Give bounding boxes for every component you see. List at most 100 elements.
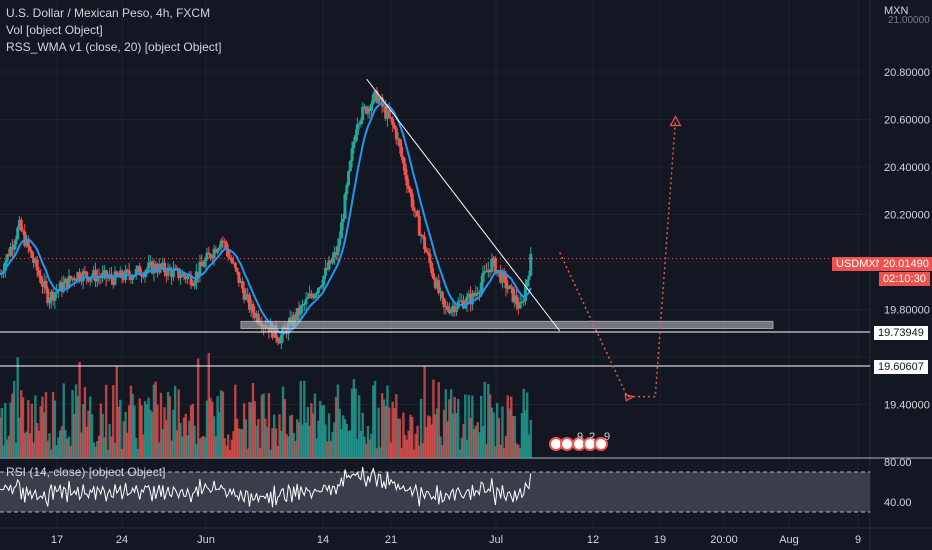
candle-body <box>460 300 464 302</box>
volume-bar <box>434 414 437 458</box>
candle-body <box>171 268 175 278</box>
candle-body <box>364 106 368 114</box>
volume-bar <box>324 424 327 458</box>
volume-bar <box>124 411 127 458</box>
volume-bar <box>480 395 483 458</box>
volume-bar <box>455 413 458 458</box>
candle-body <box>207 252 211 255</box>
volume-bar <box>504 435 508 458</box>
candle-body <box>178 276 182 278</box>
volume-bar <box>322 404 325 458</box>
volume-bar <box>276 445 279 458</box>
candle-body <box>134 268 138 276</box>
candle-body <box>81 271 85 282</box>
candle-body <box>486 269 490 273</box>
candle-body <box>368 107 372 111</box>
volume-bar <box>165 420 168 458</box>
candle-body <box>125 269 129 271</box>
candle-body <box>410 193 414 208</box>
volume-bar <box>405 439 409 458</box>
volume-bar <box>241 429 244 458</box>
volume-bar <box>37 430 41 458</box>
rsi-axis-label: 40.00 <box>884 497 912 509</box>
volume-bar <box>464 394 467 458</box>
volume-bar <box>41 396 44 458</box>
candle-body <box>69 275 73 280</box>
volume-bar <box>274 428 278 458</box>
candle-body <box>308 293 312 298</box>
candle-body <box>339 222 343 239</box>
volume-bar <box>74 384 78 458</box>
candle-body <box>240 280 244 289</box>
candle-body <box>523 286 527 302</box>
volume-bar <box>119 399 122 458</box>
volume-bar <box>205 400 209 458</box>
time-axis-label: Jun <box>197 534 215 546</box>
volume-bar <box>78 361 81 458</box>
candle-body <box>472 293 476 296</box>
volume-bar <box>90 414 94 458</box>
volume-bar <box>232 431 235 458</box>
candle-body <box>302 304 306 306</box>
candle-body <box>19 219 23 231</box>
candle-body <box>378 97 382 99</box>
candle-body <box>316 288 320 293</box>
volume-bar <box>400 447 403 458</box>
volume-bar <box>492 412 495 458</box>
candle-body <box>338 238 342 246</box>
candle-body <box>182 273 186 277</box>
volume-bar <box>306 406 310 458</box>
candle-body <box>424 249 428 253</box>
volume-bar <box>347 431 350 458</box>
time-axis-label: 14 <box>317 534 329 546</box>
candle-body <box>350 148 354 161</box>
volume-bar <box>494 446 497 458</box>
volume-bar <box>333 422 336 458</box>
volume-bar <box>62 383 65 458</box>
candle-body <box>205 252 209 260</box>
candle-body <box>37 270 41 276</box>
candle-body <box>520 301 524 303</box>
volume-bar <box>370 434 373 458</box>
candle-body <box>502 272 506 276</box>
volume-bar <box>526 392 529 458</box>
candle-body <box>465 296 469 305</box>
volume-bar <box>83 387 87 458</box>
candle-body <box>366 107 370 114</box>
candle-body <box>407 185 411 189</box>
candle-body <box>470 293 474 305</box>
candle-body <box>219 240 223 248</box>
volume-bar <box>372 385 375 458</box>
event-count-label: 9 <box>604 431 610 443</box>
volume-bar <box>319 400 322 458</box>
volume-bar <box>391 401 394 458</box>
volume-bar <box>501 406 504 458</box>
volume-bar <box>527 434 531 458</box>
volume-bar <box>110 436 113 458</box>
candle-body <box>324 267 328 276</box>
candle-body <box>106 276 110 279</box>
volume-bar <box>384 405 387 458</box>
volume-bar <box>437 382 440 458</box>
volume-bar <box>113 442 117 458</box>
candle-body <box>221 240 225 242</box>
volume-legend: Vol [object Object] <box>6 23 103 37</box>
time-axis-label: 9 <box>855 534 861 546</box>
candle-body <box>267 326 271 333</box>
volume-bar <box>423 365 426 458</box>
volume-bar <box>380 393 384 458</box>
volume-bar <box>143 401 147 458</box>
candle-body <box>509 285 513 288</box>
volume-bar <box>442 409 446 458</box>
volume-bar <box>248 401 251 458</box>
candle-body <box>382 105 386 107</box>
candle-body <box>16 227 20 240</box>
candle-body <box>385 110 389 119</box>
candle-body <box>270 323 274 338</box>
volume-bar <box>340 428 343 458</box>
candle-body <box>380 97 384 107</box>
candle-body <box>442 298 446 307</box>
volume-bar <box>145 404 149 458</box>
candle-body <box>102 270 106 273</box>
